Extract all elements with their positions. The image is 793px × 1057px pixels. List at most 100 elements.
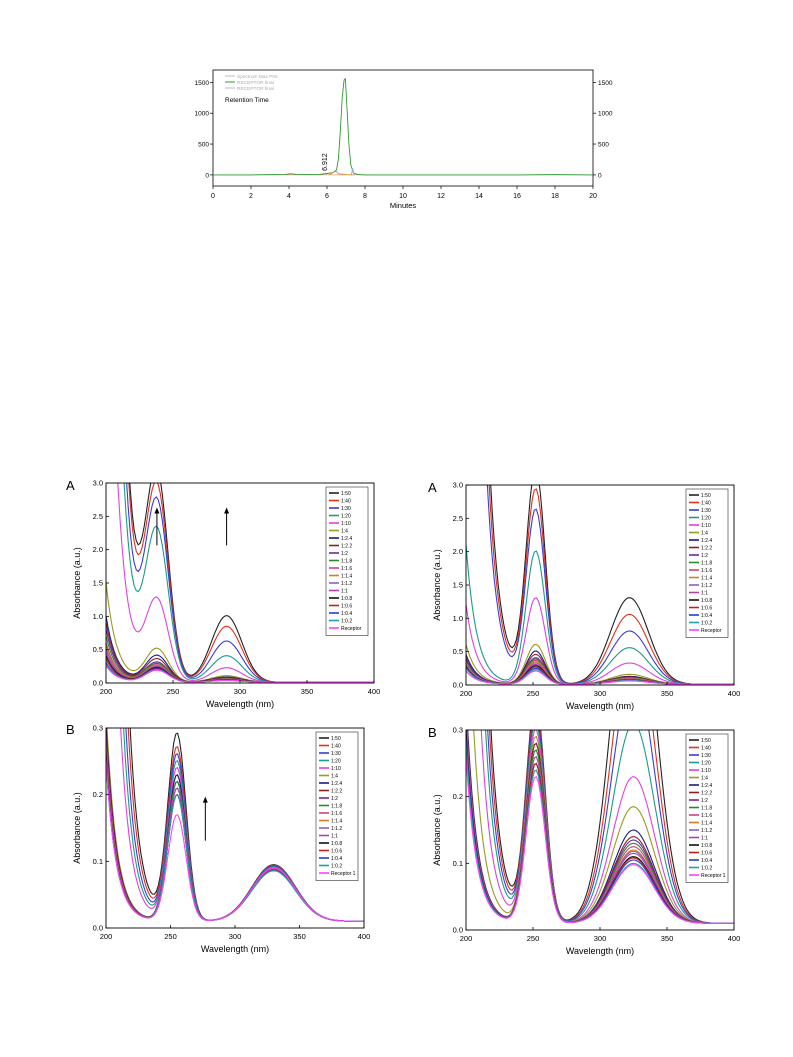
legend-label: 1:0.8 [701,843,712,849]
legend-label: 1:1.2 [331,826,342,832]
x-tick-label: 350 [293,932,306,941]
x-tick-label: 200 [460,934,473,943]
y-tick-label: 2.0 [453,547,463,556]
legend-label: 1:1.2 [701,583,712,589]
legend-label: Receptor 1 [331,871,356,877]
y-axis-label: Absorbance (a.u.) [72,792,82,864]
x-tick-label: 350 [661,689,674,698]
legend-label: 1:0.8 [701,598,712,604]
x-tick-label: 18 [551,193,559,200]
y-tick-label: 0.0 [453,681,463,690]
panel-letter-right-b: B [428,725,437,740]
series-line [490,730,734,924]
legend-label: 1:0.2 [701,621,712,627]
legend-label: 1:20 [701,761,711,767]
series-group [106,728,364,922]
legend-label: 1:50 [331,736,341,742]
y-axis-label: Absorbance (a.u.) [432,794,442,866]
panel-letter-right-a: A [428,480,437,495]
legend-label: 1:1.8 [341,559,352,565]
peak-label: 6.912 [322,153,329,171]
legend-label: 1:0.6 [331,849,342,855]
legend-label: 1:40 [701,501,711,507]
legend-label: 1:4 [331,774,338,780]
legend-label: 1:1 [701,836,708,842]
x-axis-label: Wavelength (nm) [206,699,274,709]
legend-label: 1:0.4 [331,856,342,862]
legend-label: 1:1.8 [331,804,342,810]
x-tick-label: 200 [100,687,113,696]
legend-label: 1:1.4 [701,821,712,827]
legend-label: 1:1.6 [701,568,712,574]
legend-label: 1:10 [341,521,351,527]
legend-label: 1:2 [701,553,708,559]
x-tick-label: 10 [399,193,407,200]
x-tick-label: 350 [301,687,314,696]
y-tick-label-right: 500 [598,142,609,149]
y-tick-label: 1.5 [93,579,103,588]
x-tick-label: 4 [287,193,291,200]
x-tick-label: 20 [589,193,597,200]
series-line [480,730,734,924]
y-tick-label: 0.2 [93,790,103,799]
y-tick-label: 0.1 [93,857,103,866]
x-axis-label: Wavelength (nm) [566,701,634,711]
uv-vis-chart-right-b: 200 250 300 350 400 0.0 0.1 0.2 0.3 Wavelength (n… [432,726,741,957]
y-tick-label: 1000 [195,111,210,118]
x-tick-label: 400 [728,934,741,943]
panel-letter-left-a: A [66,478,75,493]
x-tick-label: 6 [325,193,329,200]
legend-label: 1:1.8 [701,561,712,567]
y-tick-label: 0.5 [93,645,103,654]
x-tick-label: 300 [594,689,607,698]
legend-label: 1:1.6 [331,811,342,817]
x-tick-label: 2 [249,193,253,200]
legend-label: 1:1.8 [701,806,712,812]
legend-label: Receptor [701,628,722,634]
y-tick-label: 0.0 [93,679,103,688]
legend-label: 1:10 [701,768,711,774]
y-axis-label: Absorbance (a.u.) [432,549,442,621]
series-line [466,756,734,924]
legend-label: 1:0.4 [341,611,352,617]
legend-label: 1:50 [701,738,711,744]
legend-label: 1:2 [701,798,708,804]
legend-label: 1:1 [701,591,708,597]
legend-label: 1:0.6 [341,604,352,610]
legend-label: 1:0.8 [331,841,342,847]
x-tick-label: 250 [164,932,177,941]
hplc-chromatogram: 0 2 4 6 8 10 12 14 16 18 20 0 0 500 500 1000 1000 1500 150… [195,69,613,210]
legend-label: 1:1.4 [341,574,352,580]
y-tick-label: 0.2 [453,792,463,801]
legend-label: 1:2.4 [331,781,342,787]
y-tick-label: 3.0 [453,481,463,490]
x-axis-label: Wavelength (nm) [566,946,634,956]
y-tick-label: 2.5 [93,512,103,521]
uv-vis-chart-right-a: 200 250 300 350 400 0.0 0.5 1.0 1.5 2.0 2.5 3.0 Wave… [432,481,741,712]
legend-label: 1:2.4 [701,538,712,544]
y-tick-label: 0.0 [453,926,463,935]
legend-label: 1:2.2 [331,789,342,795]
x-tick-label: 400 [358,932,371,941]
y-tick-label: 2.0 [93,545,103,554]
legend-label: 1:50 [701,493,711,499]
x-tick-label: 400 [728,689,741,698]
series-line [106,642,374,683]
legend-label: 1:20 [331,759,341,765]
annotation-title: Retention Time [225,97,269,104]
legend-label: 1:30 [701,508,711,514]
series-line [350,168,355,176]
legend-label: 1:2.4 [341,536,352,542]
y-tick-label-right: 0 [598,172,602,179]
legend-label: 1:1.4 [331,819,342,825]
legend-label: 1:4 [701,776,708,782]
arrow-head [224,507,230,514]
legend-label: 1:1.2 [341,581,352,587]
legend-label: 1:0.2 [331,864,342,870]
y-tick-label: 1.0 [453,614,463,623]
legend-label: 1:40 [701,746,711,752]
arrow-head [202,796,208,803]
y-tick-label: 500 [198,142,209,149]
y-tick-label: 3.0 [93,479,103,488]
y-tick-label: 0.0 [93,924,103,933]
